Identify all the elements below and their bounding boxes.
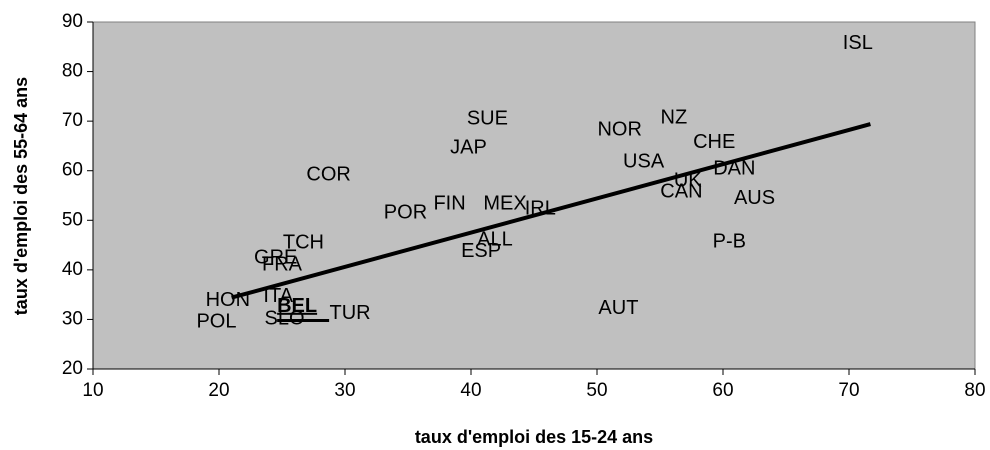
point-label: FIN: [433, 193, 465, 215]
x-tick-label: 40: [460, 380, 481, 401]
y-tick-label: 70: [62, 110, 83, 131]
point-label: COR: [306, 163, 350, 185]
x-tick-label: 70: [838, 380, 859, 401]
y-tick-label: 80: [62, 61, 83, 82]
x-tick-label: 60: [712, 380, 733, 401]
point-label: POL: [196, 311, 236, 333]
x-axis-title: taux d'emploi des 15-24 ans: [415, 427, 653, 447]
point-label: ISL: [843, 32, 873, 54]
y-tick-label: 20: [62, 358, 83, 379]
point-label: NOR: [597, 118, 641, 140]
point-label: JAP: [450, 137, 487, 159]
x-tick-label: 20: [208, 380, 229, 401]
point-label: CHE: [693, 131, 735, 153]
x-tick-label: 10: [82, 380, 103, 401]
point-label: TCH: [283, 231, 324, 253]
y-tick-label: 30: [62, 308, 83, 329]
point-label: SLO: [265, 308, 305, 330]
y-tick-label: 40: [62, 259, 83, 280]
point-label: SUE: [467, 107, 508, 129]
y-axis-title: taux d'emploi des 55-64 ans: [11, 77, 31, 315]
point-label: MEX: [483, 193, 526, 215]
plot-area: [92, 21, 976, 370]
point-label: ITA: [263, 285, 293, 307]
x-tick-label: 80: [964, 380, 985, 401]
x-tick-label: 50: [586, 380, 607, 401]
y-tick-label: 90: [62, 11, 83, 32]
x-tick-label: 30: [334, 380, 355, 401]
point-label: BEL: [277, 295, 317, 317]
point-label: TUR: [329, 302, 370, 324]
point-label: USA: [623, 151, 665, 173]
y-tick-label: 50: [62, 209, 83, 230]
point-label: ESP: [461, 240, 501, 262]
point-label: POR: [384, 202, 427, 224]
point-label: NZ: [661, 106, 688, 128]
point-label: AUS: [734, 187, 775, 209]
point-label: HON: [206, 289, 250, 311]
point-label: GRE: [254, 247, 297, 269]
point-label: P-B: [713, 230, 746, 252]
point-label: AUT: [598, 297, 638, 319]
y-tick-label: 60: [62, 160, 83, 181]
point-label: ALL: [477, 228, 513, 250]
point-label: FRA: [262, 254, 303, 276]
point-label: CAN: [660, 180, 702, 202]
trendline: [231, 122, 871, 300]
